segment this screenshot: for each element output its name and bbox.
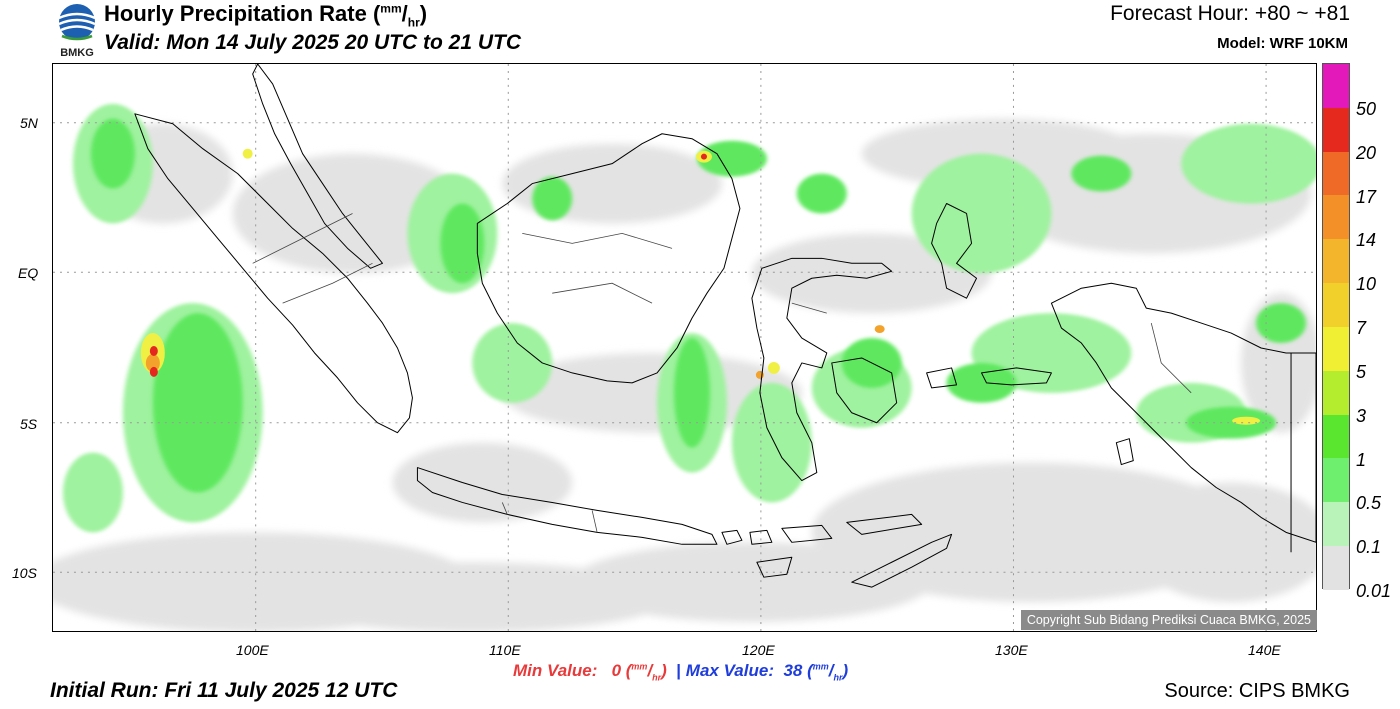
lat-label-eq: EQ bbox=[18, 265, 39, 281]
min-max-separator: | bbox=[676, 661, 682, 680]
borneo-outline bbox=[476, 133, 741, 384]
logo-text: BMKG bbox=[60, 47, 94, 58]
aru-outline bbox=[1115, 438, 1134, 466]
color-scale-label: 0.1 bbox=[1356, 537, 1382, 558]
forecast-hour: Forecast Hour: +80 ~ +81 bbox=[1110, 2, 1350, 25]
lon-label-130e: 130E bbox=[995, 642, 1028, 658]
copyright-notice: Copyright Sub Bidang Prediksi Cuaca BMKG… bbox=[1020, 610, 1317, 630]
color-scale-swatch bbox=[1323, 546, 1349, 590]
model-name: Model: WRF 10KM bbox=[1217, 35, 1348, 52]
color-scale-label: 1 bbox=[1356, 449, 1367, 470]
title-unit-numerator: mm bbox=[380, 1, 402, 16]
sulawesi-outline bbox=[751, 257, 898, 482]
lat-label-10s: 10S bbox=[12, 565, 37, 581]
intense-rain-spots bbox=[140, 148, 1261, 425]
color-scale-swatch bbox=[1323, 151, 1349, 196]
color-scale-label: 0.01 bbox=[1356, 581, 1392, 601]
color-scale-label: 3 bbox=[1356, 405, 1367, 426]
color-scale-swatch bbox=[1323, 458, 1349, 503]
color-scale-label: 0.5 bbox=[1356, 493, 1382, 514]
halmahera-outline bbox=[931, 203, 978, 299]
color-scale-label: 20 bbox=[1356, 142, 1377, 163]
color-scale-swatch bbox=[1323, 195, 1349, 240]
color-scale-swatch bbox=[1323, 239, 1349, 284]
timor-outline bbox=[851, 533, 953, 588]
color-scale-label: 7 bbox=[1356, 318, 1367, 338]
color-scale-label: 17 bbox=[1356, 186, 1377, 207]
lon-label-120e: 120E bbox=[742, 642, 775, 658]
min-value: Min Value: 0 (mm/hr) bbox=[513, 661, 667, 683]
precipitation-map bbox=[52, 63, 1317, 632]
papua-outline bbox=[1050, 282, 1316, 543]
lon-label-110e: 110E bbox=[489, 642, 521, 658]
chart-title: Hourly Precipitation Rate (mm/hr) bbox=[104, 1, 428, 30]
min-max-values: Min Value: 0 (mm/hr) | Max Value: 38 (mm… bbox=[513, 661, 848, 682]
heavy-rain-area bbox=[90, 118, 1307, 493]
buru-outline bbox=[926, 367, 958, 389]
color-scale-swatch bbox=[1323, 502, 1349, 547]
color-scale-label: 14 bbox=[1356, 230, 1377, 251]
bmkg-logo: BMKG bbox=[58, 4, 96, 58]
malay-peninsula-outline bbox=[252, 64, 383, 269]
color-scale-swatch bbox=[1323, 370, 1349, 415]
lesser-sunda-outline bbox=[721, 513, 923, 545]
seram-outline bbox=[981, 367, 1052, 386]
valid-time: Valid: Mon 14 July 2025 20 UTC to 21 UTC bbox=[104, 31, 522, 54]
graticule bbox=[53, 64, 1316, 631]
data-source: Source: CIPS BMKG bbox=[1164, 680, 1350, 702]
color-scale-label: 50 bbox=[1356, 98, 1377, 119]
title-unit-denominator: hr bbox=[407, 15, 420, 30]
lat-label-5s: 5S bbox=[20, 416, 38, 432]
color-scale-swatch bbox=[1323, 64, 1349, 108]
lon-label-140e: 140E bbox=[1248, 642, 1281, 658]
map-canvas bbox=[53, 64, 1316, 631]
color-scale-label: 10 bbox=[1356, 274, 1377, 295]
sumatra-outline bbox=[134, 113, 413, 434]
color-scale-swatch bbox=[1323, 414, 1349, 459]
coastlines bbox=[134, 64, 1316, 588]
color-scale-swatch bbox=[1323, 326, 1349, 371]
lat-label-5n: 5N bbox=[20, 115, 38, 131]
color-scale bbox=[1322, 63, 1350, 590]
color-scale-label: 5 bbox=[1356, 361, 1367, 382]
sumba-outline bbox=[756, 556, 793, 578]
max-value: Max Value: 38 (mm/hr) bbox=[685, 661, 849, 683]
title-unit-slash: / bbox=[401, 1, 408, 26]
admin-borders bbox=[252, 213, 1192, 533]
lon-label-100e: 100E bbox=[236, 642, 269, 658]
color-scale-swatch bbox=[1323, 283, 1349, 327]
initial-run: Initial Run: Fri 11 July 2025 12 UTC bbox=[50, 679, 398, 702]
color-scale-swatch bbox=[1323, 107, 1349, 152]
java-outline bbox=[416, 467, 718, 545]
